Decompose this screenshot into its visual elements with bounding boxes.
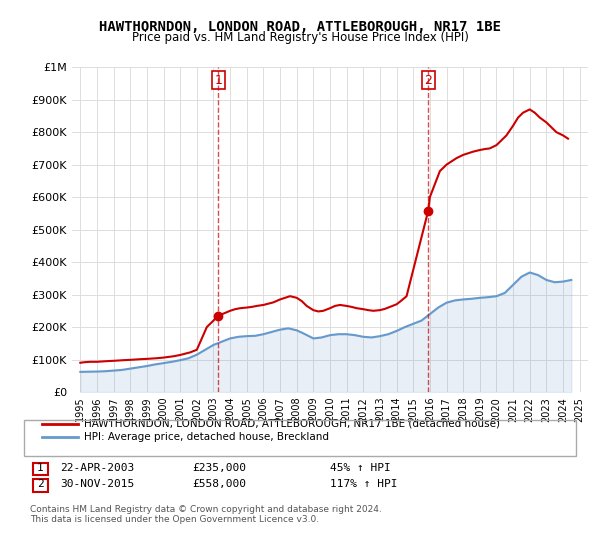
Text: 1: 1 [215, 74, 223, 87]
Text: This data is licensed under the Open Government Licence v3.0.: This data is licensed under the Open Gov… [30, 515, 319, 524]
Text: 1: 1 [37, 463, 44, 473]
Text: £558,000: £558,000 [192, 479, 246, 489]
Text: HAWTHORNDON, LONDON ROAD, ATTLEBOROUGH, NR17 1BE (detached house): HAWTHORNDON, LONDON ROAD, ATTLEBOROUGH, … [84, 419, 500, 429]
Text: 22-APR-2003: 22-APR-2003 [60, 463, 134, 473]
Text: 2: 2 [424, 74, 432, 87]
Text: 45% ↑ HPI: 45% ↑ HPI [330, 463, 391, 473]
Text: HAWTHORNDON, LONDON ROAD, ATTLEBOROUGH, NR17 1BE: HAWTHORNDON, LONDON ROAD, ATTLEBOROUGH, … [99, 20, 501, 34]
Text: 2: 2 [37, 479, 44, 489]
Text: £235,000: £235,000 [192, 463, 246, 473]
Text: 30-NOV-2015: 30-NOV-2015 [60, 479, 134, 489]
Text: HPI: Average price, detached house, Breckland: HPI: Average price, detached house, Brec… [84, 432, 329, 442]
Text: 117% ↑ HPI: 117% ↑ HPI [330, 479, 398, 489]
Text: Price paid vs. HM Land Registry's House Price Index (HPI): Price paid vs. HM Land Registry's House … [131, 31, 469, 44]
Text: Contains HM Land Registry data © Crown copyright and database right 2024.: Contains HM Land Registry data © Crown c… [30, 505, 382, 514]
